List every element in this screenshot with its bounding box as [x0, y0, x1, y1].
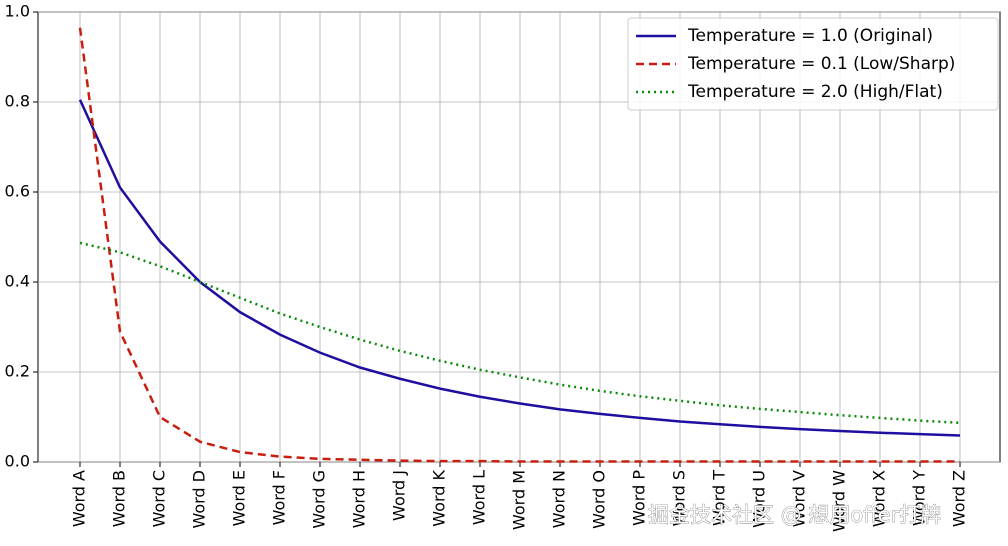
x-tick-label: Word J	[390, 470, 409, 521]
series-line	[78, 27, 960, 463]
x-tick-label: Word P	[630, 470, 649, 526]
x-tick-label: Word B	[110, 470, 129, 527]
x-tick-label: Word K	[430, 469, 449, 526]
x-tick-label: Word E	[230, 470, 249, 526]
y-tick-label: 0.4	[5, 272, 30, 291]
y-tick-label: 0.0	[5, 452, 30, 471]
x-tick-label: Word S	[670, 470, 689, 526]
x-tick-label: Word L	[470, 470, 489, 525]
x-tick-label: Word G	[310, 470, 329, 529]
x-tick-label: Word T	[710, 470, 729, 526]
x-tick-label: Word F	[270, 470, 289, 525]
x-tick-label: Word Z	[950, 470, 969, 527]
watermark: 掘金技术社区 @ 想用offer打牌	[648, 503, 941, 527]
x-tick-label: Word X	[870, 470, 889, 527]
y-tick-label: 0.2	[5, 362, 30, 381]
x-tick-label: Word Y	[910, 470, 929, 526]
legend-label: Temperature = 1.0 (Original)	[687, 26, 933, 46]
legend-box	[627, 17, 999, 111]
x-tick-label: Word V	[790, 470, 809, 527]
legend-label: Temperature = 0.1 (Low/Sharp)	[687, 54, 955, 74]
x-tick-label: Word H	[350, 470, 369, 528]
y-tick-label: 0.6	[5, 182, 30, 201]
y-tick-label: 1.0	[5, 2, 30, 21]
x-tick-label: Word C	[150, 470, 169, 527]
series-line	[79, 241, 961, 425]
x-tick-label: Word A	[70, 470, 89, 527]
legend: Temperature = 1.0 (Original) Temperature …	[627, 17, 999, 111]
series-line	[78, 99, 961, 437]
x-tick-label: Word O	[590, 470, 609, 529]
y-tick-label: 0.8	[5, 92, 30, 111]
x-tick-label: Word W	[830, 470, 849, 532]
x-tick-label: Word N	[550, 470, 569, 528]
x-tick-label: Word U	[750, 470, 769, 528]
x-tick-label: Word M	[510, 470, 529, 530]
x-tick-label: Word D	[190, 470, 209, 529]
legend-label: Temperature = 2.0 (High/Flat)	[687, 82, 943, 102]
